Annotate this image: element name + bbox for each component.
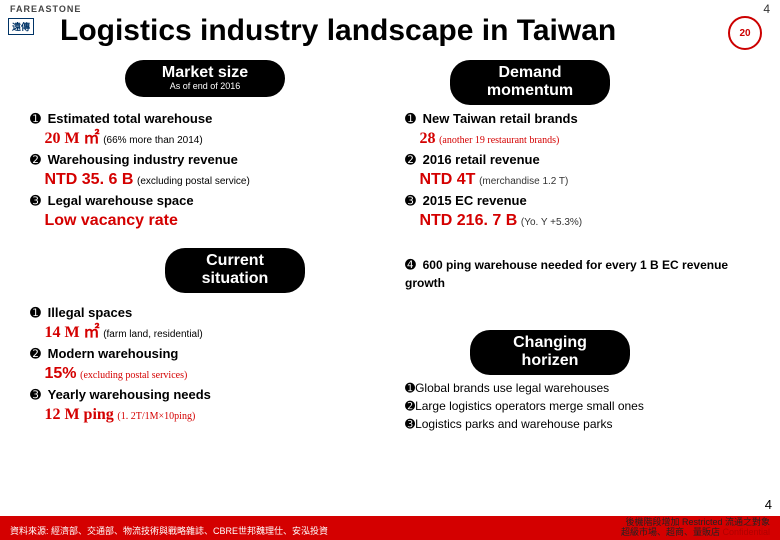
item-note: (excluding postal service): [137, 176, 250, 187]
list-item: ➋ Modern warehousing 15% (excluding post…: [30, 345, 390, 384]
anniversary-badge: 20: [728, 16, 762, 50]
header-text: situation: [165, 270, 305, 288]
bullet-icon: ➊: [405, 110, 419, 128]
section-current: ➊ Illegal spaces 14 M ㎡ (farm land, resi…: [30, 304, 390, 427]
list-item: ➌ Yearly warehousing needs 12 M ping (1.…: [30, 386, 390, 425]
footer-line2: 超級市場、超商、量販店: [621, 527, 720, 537]
item-value: 20 M ㎡: [44, 130, 99, 147]
bullet-icon: ➌: [405, 417, 415, 431]
list-item: ➊ New Taiwan retail brands 28 (another 1…: [405, 110, 765, 149]
item-value: NTD 4T: [419, 171, 475, 188]
brand-logo: FAREASTONE: [10, 4, 81, 14]
page-number-top: 4: [763, 2, 770, 16]
item-text: Global brands use legal warehouses: [415, 381, 609, 395]
header-text: momentum: [450, 82, 610, 100]
header-text: horizen: [470, 352, 630, 370]
list-item: ➋ Warehousing industry revenue NTD 35. 6…: [30, 151, 390, 190]
header-changing: Changing horizen: [470, 330, 630, 375]
item-note: (merchandise 1.2 T): [479, 176, 568, 187]
sub-logo: 遠傳: [8, 18, 34, 35]
item-title: Estimated total warehouse: [48, 111, 213, 126]
section-demand-extra: ➍ 600 ping warehouse needed for every 1 …: [405, 256, 745, 291]
list-item: ➌ 2015 EC revenue NTD 216. 7 B (Yo. Y +5…: [405, 192, 765, 231]
item-note: (farm land, residential): [103, 329, 202, 340]
item-title: 2015 EC revenue: [423, 193, 527, 208]
item-note: (another 19 restaurant brands): [439, 135, 559, 146]
header-text: Market size: [125, 64, 285, 82]
bullet-icon: ➊: [30, 110, 44, 128]
item-note: (1. 2T/1M×10ping): [117, 411, 195, 422]
section-changing: ➊Global brands use legal warehouses ➋Lar…: [405, 380, 745, 435]
confidential-label: Confidential: [722, 527, 770, 537]
item-note: (66% more than 2014): [103, 135, 203, 146]
item-value: 12 M ping: [44, 406, 113, 423]
footer-right: 後機階段增加 Restricted 流通之對象 超級市場、超商、量販店 Conf…: [621, 518, 770, 538]
slide-title: Logistics industry landscape in Taiwan: [60, 14, 616, 48]
list-item: ➊Global brands use legal warehouses: [405, 380, 745, 396]
item-text: Large logistics operators merge small on…: [415, 399, 644, 413]
bullet-icon: ➊: [30, 304, 44, 322]
list-item: ➊ Illegal spaces 14 M ㎡ (farm land, resi…: [30, 304, 390, 343]
item-title: New Taiwan retail brands: [423, 111, 578, 126]
list-item: ➍ 600 ping warehouse needed for every 1 …: [405, 256, 745, 291]
bullet-icon: ➌: [30, 386, 44, 404]
bullet-icon: ➋: [405, 151, 419, 169]
bullet-icon: ➍: [405, 256, 419, 274]
bullet-icon: ➋: [30, 151, 44, 169]
page-number-bottom: 4: [765, 497, 772, 512]
section-demand: ➊ New Taiwan retail brands 28 (another 1…: [405, 110, 765, 233]
list-item: ➊ Estimated total warehouse 20 M ㎡ (66% …: [30, 110, 390, 149]
header-demand: Demand momentum: [450, 60, 610, 105]
bullet-icon: ➌: [30, 192, 44, 210]
bullet-icon: ➌: [405, 192, 419, 210]
item-note: (excluding postal services): [80, 370, 187, 381]
item-title: 2016 retail revenue: [423, 152, 540, 167]
list-item: ➌Logistics parks and warehouse parks: [405, 416, 745, 432]
item-value: 15%: [44, 365, 76, 382]
item-title: Illegal spaces: [48, 305, 133, 320]
list-item: ➋ 2016 retail revenue NTD 4T (merchandis…: [405, 151, 765, 190]
list-item: ➋Large logistics operators merge small o…: [405, 398, 745, 414]
header-text: Current: [165, 252, 305, 270]
item-title: Modern warehousing: [48, 346, 179, 361]
header-market-size: Market size As of end of 2016: [125, 60, 285, 97]
item-value: NTD 216. 7 B: [419, 212, 517, 229]
item-title: Legal warehouse space: [48, 193, 194, 208]
item-value: 28: [419, 130, 435, 147]
header-text: Changing: [470, 334, 630, 352]
item-note: (Yo. Y +5.3%): [521, 217, 582, 228]
bullet-icon: ➋: [30, 345, 44, 363]
footer-line1: 後機階段增加 Restricted 流通之對象: [625, 517, 770, 527]
header-current: Current situation: [165, 248, 305, 293]
footer-source: 資料來源: 經濟部、交通部、物流技術與戰略雜誌、CBRE世邦魏理仕、安泓投資: [10, 524, 328, 537]
bullet-icon: ➊: [405, 381, 415, 395]
item-value: 14 M ㎡: [44, 324, 99, 341]
list-item: ➌ Legal warehouse space Low vacancy rate: [30, 192, 390, 231]
item-text: 600 ping warehouse needed for every 1 B …: [405, 258, 728, 290]
header-subtext: As of end of 2016: [125, 82, 285, 91]
header-text: Demand: [450, 64, 610, 82]
section-market-size: ➊ Estimated total warehouse 20 M ㎡ (66% …: [30, 110, 390, 233]
item-title: Warehousing industry revenue: [48, 152, 238, 167]
item-value: NTD 35. 6 B: [44, 171, 133, 188]
item-text: Logistics parks and warehouse parks: [415, 417, 612, 431]
item-title: Yearly warehousing needs: [48, 387, 211, 402]
bullet-icon: ➋: [405, 399, 415, 413]
item-value: Low vacancy rate: [44, 212, 177, 229]
